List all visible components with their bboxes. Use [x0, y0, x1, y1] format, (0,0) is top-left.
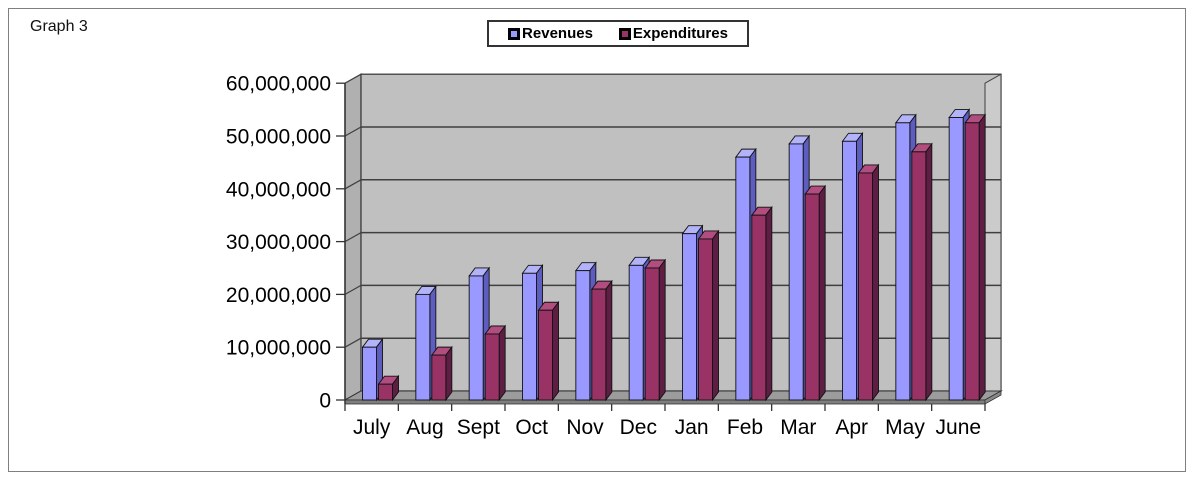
bar-side-face — [658, 258, 666, 402]
bar-side-face — [925, 142, 933, 402]
y-axis-label: 60,000,000 — [226, 73, 331, 96]
bar-expenditures-aug — [430, 345, 453, 402]
legend-item-revenues: Revenues — [508, 25, 593, 42]
bar-expenditures-nov — [590, 279, 613, 402]
legend-item-expenditures: Expenditures — [618, 25, 728, 42]
x-axis-label-july: July — [353, 416, 391, 439]
bar-front-face — [895, 122, 911, 401]
side-wall-gridline — [344, 284, 362, 295]
bar-front-face — [804, 193, 820, 401]
bar-front-face — [948, 117, 964, 401]
bar-front-face — [484, 333, 500, 401]
bar-front-face — [698, 238, 713, 401]
legend-label-revenues: Revenues — [522, 25, 593, 42]
bar-front-face — [468, 275, 484, 401]
bar-front-face — [575, 270, 591, 401]
bar-front-face — [431, 354, 447, 401]
y-axis-label: 50,000,000 — [226, 126, 331, 149]
bar-expenditures-sept — [484, 324, 507, 402]
x-axis-label-mar: Mar — [780, 416, 816, 439]
bar-side-face — [978, 113, 986, 402]
y-axis-label: 10,000,000 — [226, 337, 331, 360]
bar-expenditures-july — [377, 374, 400, 402]
legend-marker-revenues — [508, 27, 521, 40]
bar-side-face — [872, 163, 879, 402]
graph-number-label: Graph 3 — [30, 18, 88, 35]
legend-marker-expenditures — [618, 27, 631, 40]
plot-floor-right-edge — [984, 390, 1002, 405]
bar-front-face — [591, 288, 607, 401]
bar-front-face — [682, 233, 697, 401]
legend-label-expenditures: Expenditures — [632, 25, 728, 42]
bar-front-face — [628, 264, 644, 401]
x-axis-label-june: June — [936, 416, 982, 439]
y-axis-label: 20,000,000 — [226, 284, 331, 307]
bar-side-face — [765, 205, 773, 402]
bar-front-face — [735, 156, 751, 401]
x-axis-label-may: May — [885, 416, 925, 439]
bar-front-face — [842, 140, 857, 401]
x-axis-label-sept: Sept — [457, 416, 500, 439]
bar-front-face — [522, 272, 537, 401]
bar-expenditures-feb — [750, 205, 773, 402]
plot-floor-front-edge — [344, 399, 986, 405]
bar-expenditures-june — [964, 113, 987, 402]
plot-right-wall — [984, 73, 1002, 401]
x-axis-label-nov: Nov — [566, 416, 604, 439]
bar-front-face — [378, 383, 393, 401]
y-axis-label: 30,000,000 — [226, 231, 331, 254]
bar-side-face — [445, 345, 453, 402]
bar-front-face — [964, 122, 980, 401]
bar-front-face — [911, 151, 927, 401]
bar-front-face — [362, 346, 377, 401]
bar-front-face — [858, 172, 873, 401]
x-axis-label-aug: Aug — [406, 416, 443, 439]
x-axis-label-dec: Dec — [620, 416, 657, 439]
bar-revenues-aug — [414, 285, 437, 402]
bar-expenditures-apr — [857, 163, 880, 402]
bar-expenditures-may — [910, 142, 933, 402]
legend: Revenues Expenditures — [487, 20, 749, 47]
y-axis-label: 0 — [319, 390, 331, 413]
x-axis-label-jan: Jan — [675, 416, 709, 439]
bar-front-face — [415, 293, 431, 401]
bar-front-face — [538, 309, 553, 401]
bar-expenditures-dec — [644, 258, 667, 402]
bar-side-face — [552, 300, 559, 402]
bar-side-face — [712, 229, 719, 402]
bar-side-face — [498, 324, 506, 402]
bar-revenues-july — [361, 337, 384, 402]
bar-front-face — [788, 143, 804, 401]
x-axis-label-oct: Oct — [515, 416, 548, 439]
bar-front-face — [644, 267, 660, 401]
y-axis-label: 40,000,000 — [226, 178, 331, 201]
bar-front-face — [751, 214, 767, 401]
bar-expenditures-mar — [804, 184, 827, 402]
side-wall-gridline — [344, 126, 362, 137]
x-axis-label-feb: Feb — [727, 416, 763, 439]
bar-expenditures-oct — [537, 300, 560, 402]
bar-side-face — [605, 279, 613, 402]
side-wall-gridline — [344, 337, 362, 348]
side-wall-gridline — [344, 232, 362, 243]
side-wall-gridline — [344, 179, 362, 190]
bar-expenditures-jan — [697, 229, 720, 402]
x-axis-label-apr: Apr — [835, 416, 868, 439]
bar-side-face — [818, 184, 826, 402]
